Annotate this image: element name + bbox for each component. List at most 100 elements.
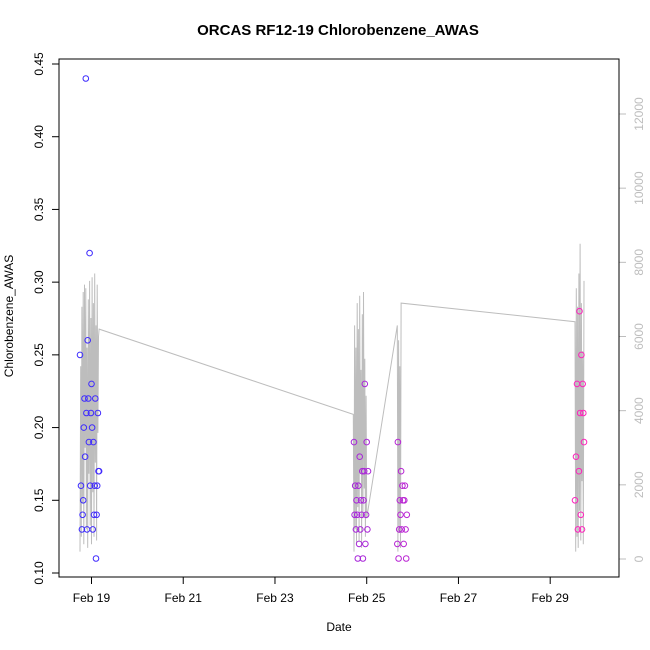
data-point bbox=[580, 409, 587, 417]
data-point bbox=[394, 540, 401, 548]
data-point bbox=[576, 409, 584, 417]
data-point bbox=[88, 424, 96, 431]
data-point bbox=[88, 380, 95, 388]
data-point bbox=[359, 555, 367, 562]
data-point bbox=[93, 482, 101, 490]
y2-tick-label: 6000 bbox=[632, 323, 646, 350]
data-point bbox=[364, 526, 371, 533]
data-point bbox=[571, 497, 579, 504]
x-tick-label: Feb 23 bbox=[256, 591, 294, 605]
data-point bbox=[354, 555, 362, 562]
data-point bbox=[578, 351, 585, 359]
data-point bbox=[355, 482, 362, 490]
data-point bbox=[80, 424, 88, 431]
data-point bbox=[94, 409, 102, 417]
data-point bbox=[84, 337, 91, 344]
data-point bbox=[95, 467, 103, 475]
data-point bbox=[360, 497, 367, 504]
data-point bbox=[575, 467, 583, 475]
x-tick-label: Feb 27 bbox=[440, 591, 478, 605]
y-tick-label: 0.35 bbox=[32, 197, 46, 221]
y2-tick-label: 8000 bbox=[632, 249, 646, 276]
data-point bbox=[398, 526, 406, 533]
data-point bbox=[394, 438, 402, 446]
data-point bbox=[362, 511, 370, 519]
x-tick-label: Feb 21 bbox=[165, 591, 203, 605]
data-point bbox=[357, 526, 364, 533]
x-tick-label: Feb 19 bbox=[73, 591, 111, 605]
data-point bbox=[351, 511, 358, 519]
data-point bbox=[81, 395, 88, 402]
data-point bbox=[91, 482, 98, 490]
data-point bbox=[363, 438, 371, 446]
data-point bbox=[93, 511, 100, 519]
data-point bbox=[83, 409, 90, 417]
y2-tick-label: 10000 bbox=[632, 171, 646, 205]
data-point bbox=[86, 482, 94, 490]
data-point bbox=[86, 249, 93, 257]
y-axis-label: Chlorobenzene_AWAS bbox=[2, 255, 16, 378]
data-point bbox=[578, 526, 586, 533]
y2-tick-label: 2000 bbox=[632, 471, 646, 498]
data-point bbox=[403, 511, 411, 519]
data-point bbox=[397, 511, 404, 519]
data-point bbox=[90, 511, 98, 519]
data-point bbox=[92, 555, 100, 562]
y-tick-label: 0.25 bbox=[32, 343, 46, 367]
line-series-layer bbox=[79, 243, 585, 552]
x-axis-label: Date bbox=[326, 620, 352, 634]
data-point bbox=[85, 438, 93, 446]
data-point bbox=[77, 482, 85, 490]
x-tick-label: Feb 29 bbox=[532, 591, 570, 605]
data-point bbox=[400, 540, 408, 548]
data-point bbox=[357, 497, 365, 504]
data-point bbox=[401, 482, 409, 490]
data-point bbox=[90, 438, 97, 446]
y2-tick-label: 12000 bbox=[632, 97, 646, 131]
y-tick-label: 0.20 bbox=[32, 416, 46, 440]
y2-tick-label: 0 bbox=[632, 555, 646, 562]
data-point bbox=[402, 555, 410, 562]
data-point bbox=[362, 540, 369, 548]
data-point bbox=[87, 409, 95, 417]
data-point bbox=[399, 482, 406, 490]
data-point bbox=[79, 497, 87, 504]
data-point bbox=[352, 526, 360, 533]
data-point bbox=[580, 438, 588, 446]
y-tick-label: 0.10 bbox=[32, 561, 46, 585]
data-point bbox=[572, 453, 580, 461]
data-point bbox=[89, 526, 97, 533]
data-point bbox=[351, 482, 359, 490]
axes-layer: Feb 19 Feb 21 Feb 23 Feb 25 Feb 27 Feb 29 0.10… bbox=[32, 52, 646, 605]
data-point bbox=[395, 555, 402, 562]
data-point bbox=[358, 511, 365, 519]
data-point bbox=[355, 540, 363, 548]
data-point bbox=[401, 497, 408, 504]
data-point bbox=[356, 453, 364, 461]
data-point bbox=[364, 467, 372, 475]
data-point bbox=[396, 497, 404, 504]
y-tick-label: 0.30 bbox=[32, 270, 46, 294]
data-point bbox=[81, 453, 89, 461]
data-point bbox=[353, 511, 361, 519]
data-point bbox=[402, 526, 409, 533]
data-point bbox=[397, 467, 405, 475]
data-point bbox=[577, 511, 585, 519]
chart-title: ORCAS RF12-19 Chlorobenzene_AWAS bbox=[197, 22, 479, 39]
y-tick-label: 0.45 bbox=[32, 52, 46, 76]
y-tick-label: 0.40 bbox=[32, 125, 46, 149]
data-point bbox=[574, 526, 582, 533]
data-point bbox=[579, 380, 587, 388]
data-point bbox=[85, 395, 92, 402]
data-point bbox=[79, 511, 86, 519]
data-point bbox=[82, 75, 90, 82]
data-point bbox=[92, 395, 99, 402]
data-point bbox=[353, 497, 360, 504]
x-tick-label: Feb 25 bbox=[348, 591, 386, 605]
data-point bbox=[350, 438, 358, 446]
plot-border bbox=[58, 58, 620, 578]
data-point bbox=[395, 526, 403, 533]
altitude-line-series bbox=[79, 243, 585, 552]
data-point bbox=[576, 307, 583, 315]
